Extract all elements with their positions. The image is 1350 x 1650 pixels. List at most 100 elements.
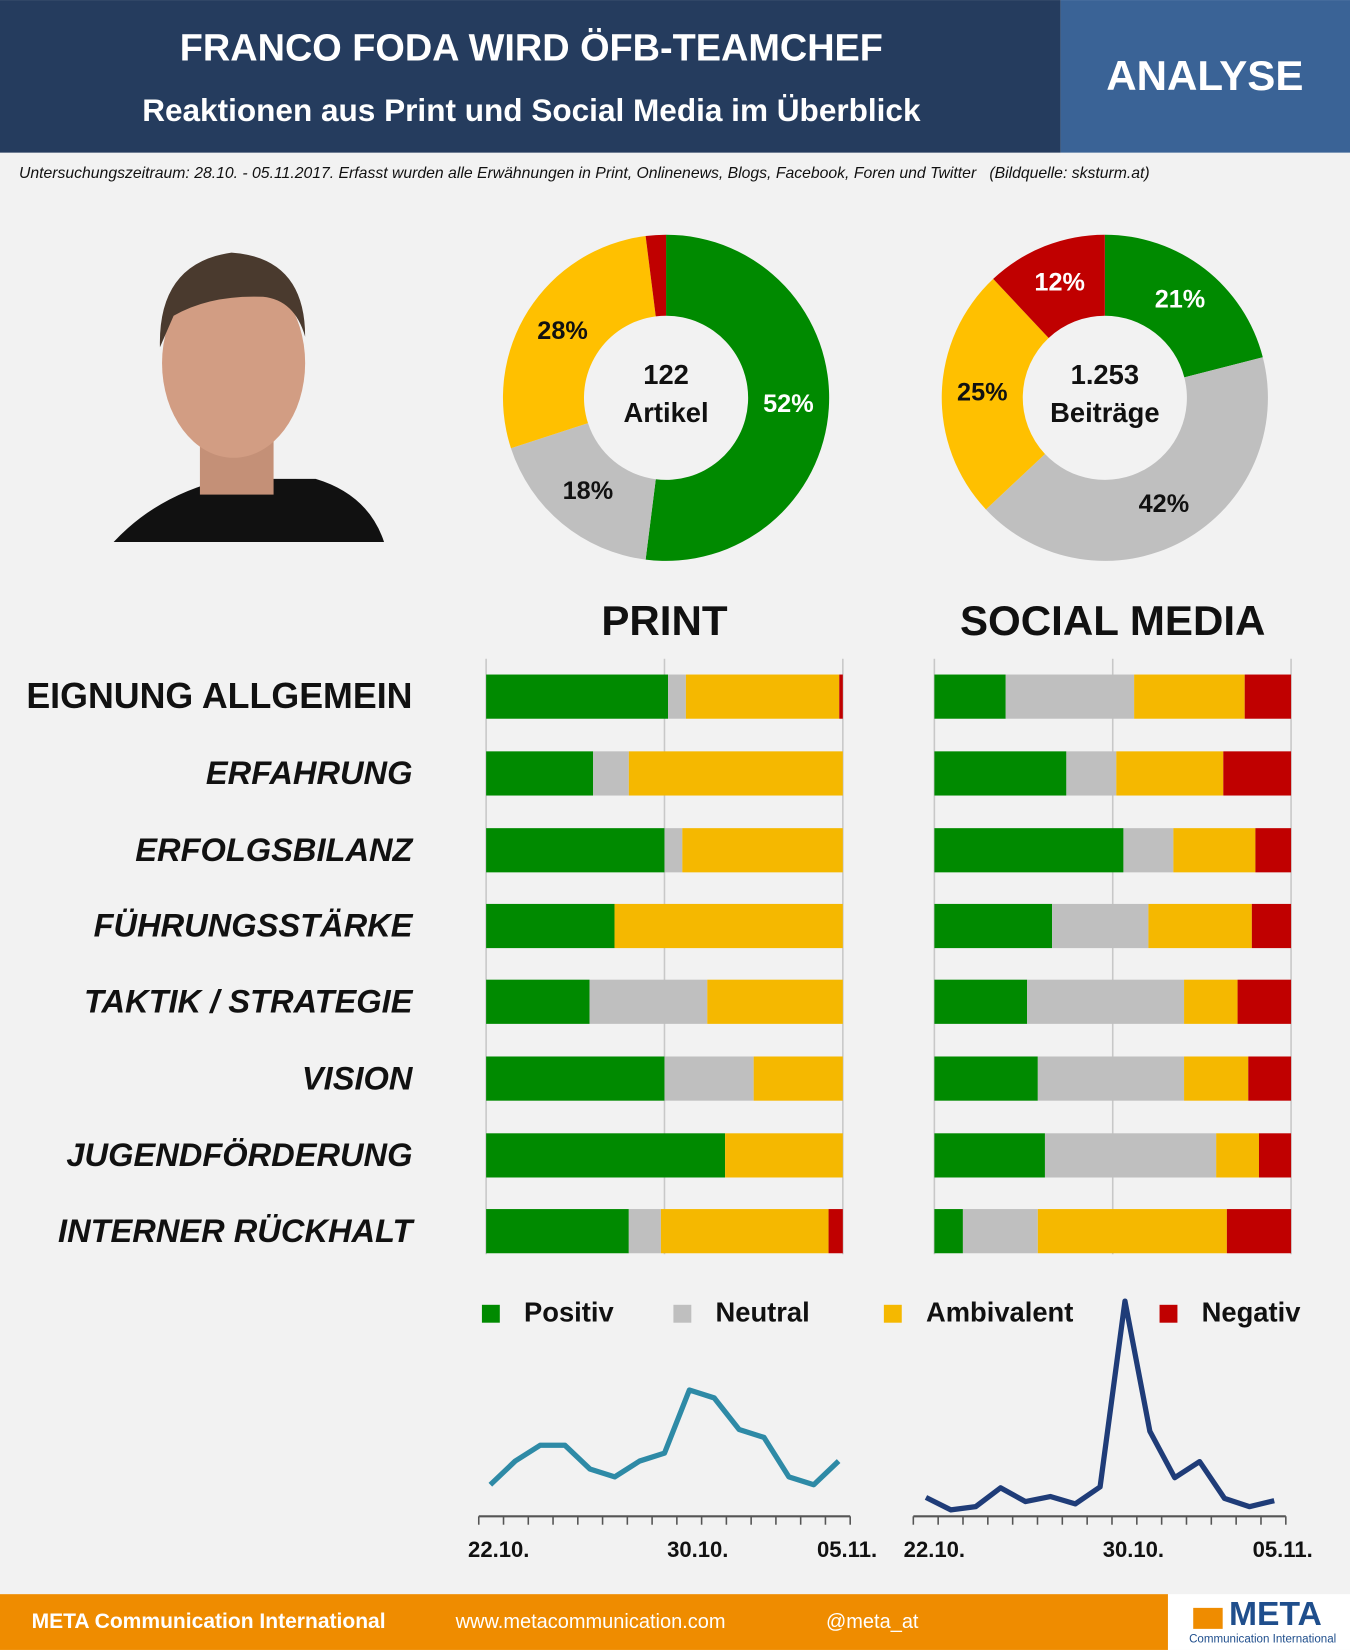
logo-icon — [1193, 1607, 1223, 1629]
title: FRANCO FODA WIRD ÖFB-TEAMCHEF — [180, 27, 883, 70]
panel-title: SOCIAL MEDIA — [960, 597, 1265, 644]
pie-slice — [985, 357, 1268, 561]
bar-segment — [1216, 1133, 1259, 1178]
bar-segment — [934, 828, 1124, 873]
bar-segment — [685, 674, 840, 719]
bar-segment — [486, 828, 665, 873]
bar-segment — [1037, 1209, 1227, 1254]
bar-segment — [725, 1133, 843, 1178]
bar-segment — [1027, 979, 1185, 1024]
badge-band — [1060, 0, 1350, 153]
row-label: EIGNUNG ALLGEMEIN — [26, 676, 412, 716]
bar-segment — [1248, 1056, 1292, 1101]
pie-slice — [993, 234, 1105, 338]
x-tick-label: 22.10. — [904, 1537, 965, 1562]
pie-slice — [510, 423, 656, 560]
slice-label: 25% — [957, 379, 1008, 407]
bar-segment — [486, 1056, 665, 1101]
slice-label: 21% — [1155, 286, 1206, 314]
x-tick-label: 05.11. — [817, 1537, 877, 1562]
bar-segment — [1052, 903, 1149, 949]
bar-segment — [1223, 751, 1292, 796]
x-tick-label: 30.10. — [1103, 1537, 1164, 1562]
bar-segment — [486, 751, 594, 796]
subtitle: Reaktionen aus Print und Social Media im… — [142, 92, 921, 128]
pie-slice — [941, 278, 1049, 510]
row-label: TAKTIK / STRATEGIE — [84, 982, 414, 1019]
row-label: FÜHRUNGSSTÄRKE — [94, 907, 414, 944]
bar-segment — [1251, 903, 1292, 949]
slice-label: 28% — [537, 317, 588, 345]
bar-segment — [486, 979, 590, 1024]
bar-segment — [486, 903, 615, 949]
row-label: ERFOLGSBILANZ — [135, 831, 413, 868]
logo-subtitle: Communication International — [1189, 1633, 1336, 1645]
bar-segment — [664, 828, 683, 873]
row-label: INTERNER RÜCKHALT — [58, 1212, 416, 1249]
bar-segment — [1258, 1133, 1292, 1178]
bar-segment — [707, 979, 843, 1024]
pie-slice — [1104, 234, 1263, 378]
legend-swatch — [673, 1304, 692, 1323]
slice-label: 18% — [563, 477, 614, 505]
bar-segment — [1134, 674, 1245, 719]
footer-company: META Communication International — [32, 1610, 386, 1633]
bar-segment — [934, 1209, 963, 1254]
legend-label: Ambivalent — [926, 1297, 1073, 1328]
bar-segment — [1148, 903, 1252, 949]
bar-segment — [614, 903, 843, 949]
total-value: 122 — [643, 359, 689, 390]
bar-segment — [668, 674, 686, 719]
bar-segment — [1066, 751, 1117, 796]
pie-slice — [502, 235, 656, 449]
bar-segment — [1184, 1056, 1249, 1101]
pie-slice — [645, 234, 667, 317]
slice-label: 42% — [1139, 490, 1190, 518]
bar-segment — [1123, 828, 1174, 873]
total-value: 1.253 — [1071, 359, 1139, 390]
row-label: JUGENDFÖRDERUNG — [66, 1136, 412, 1173]
bar-segment — [1005, 674, 1135, 719]
bar-segment — [839, 674, 843, 719]
portrait — [113, 252, 385, 542]
bar-segment — [486, 674, 669, 719]
bar-segment — [486, 1133, 726, 1178]
bar-segment — [934, 1056, 1038, 1101]
charts: 52% 18% 28% 122 Artikel 21% 42% 25% 12% 1.253 Beit… — [26, 234, 1313, 1562]
total-label: Artikel — [624, 397, 709, 428]
bar-segment — [1044, 1133, 1217, 1178]
bar-segment — [828, 1209, 843, 1254]
legend-swatch — [883, 1304, 902, 1323]
header-band — [0, 0, 1061, 153]
x-tick-label: 22.10. — [468, 1537, 529, 1562]
row-label: ERFAHRUNG — [206, 754, 413, 791]
slice-label: 52% — [763, 390, 814, 418]
trend-line — [488, 1387, 841, 1488]
bar-segment — [934, 751, 1067, 796]
legend-label: Negativ — [1202, 1297, 1302, 1328]
bar-segment — [1173, 828, 1256, 873]
total-label: Beiträge — [1050, 397, 1159, 428]
bar-segment — [664, 1056, 754, 1101]
bar-segment — [1237, 979, 1292, 1024]
bar-segment — [934, 674, 1006, 719]
legend-label: Positiv — [524, 1297, 614, 1328]
bar-segment — [1255, 828, 1292, 873]
bar-segment — [1226, 1209, 1292, 1254]
footer-band — [0, 1594, 1168, 1650]
x-tick-label: 30.10. — [667, 1537, 728, 1562]
trend-line — [924, 1298, 1275, 1513]
bar-segment — [753, 1056, 843, 1101]
bar-segment — [1037, 1056, 1185, 1101]
bar-segment — [682, 828, 843, 873]
logo: META — [1229, 1596, 1322, 1633]
bar-segment — [934, 979, 1028, 1024]
bar-segment — [934, 903, 1053, 949]
bar-segment — [1116, 751, 1224, 796]
bar-segment — [962, 1209, 1038, 1254]
bar-segment — [628, 1209, 661, 1254]
slice-label: 12% — [1034, 268, 1085, 296]
bar-segment — [1184, 979, 1238, 1024]
bar-segment — [660, 1209, 829, 1254]
